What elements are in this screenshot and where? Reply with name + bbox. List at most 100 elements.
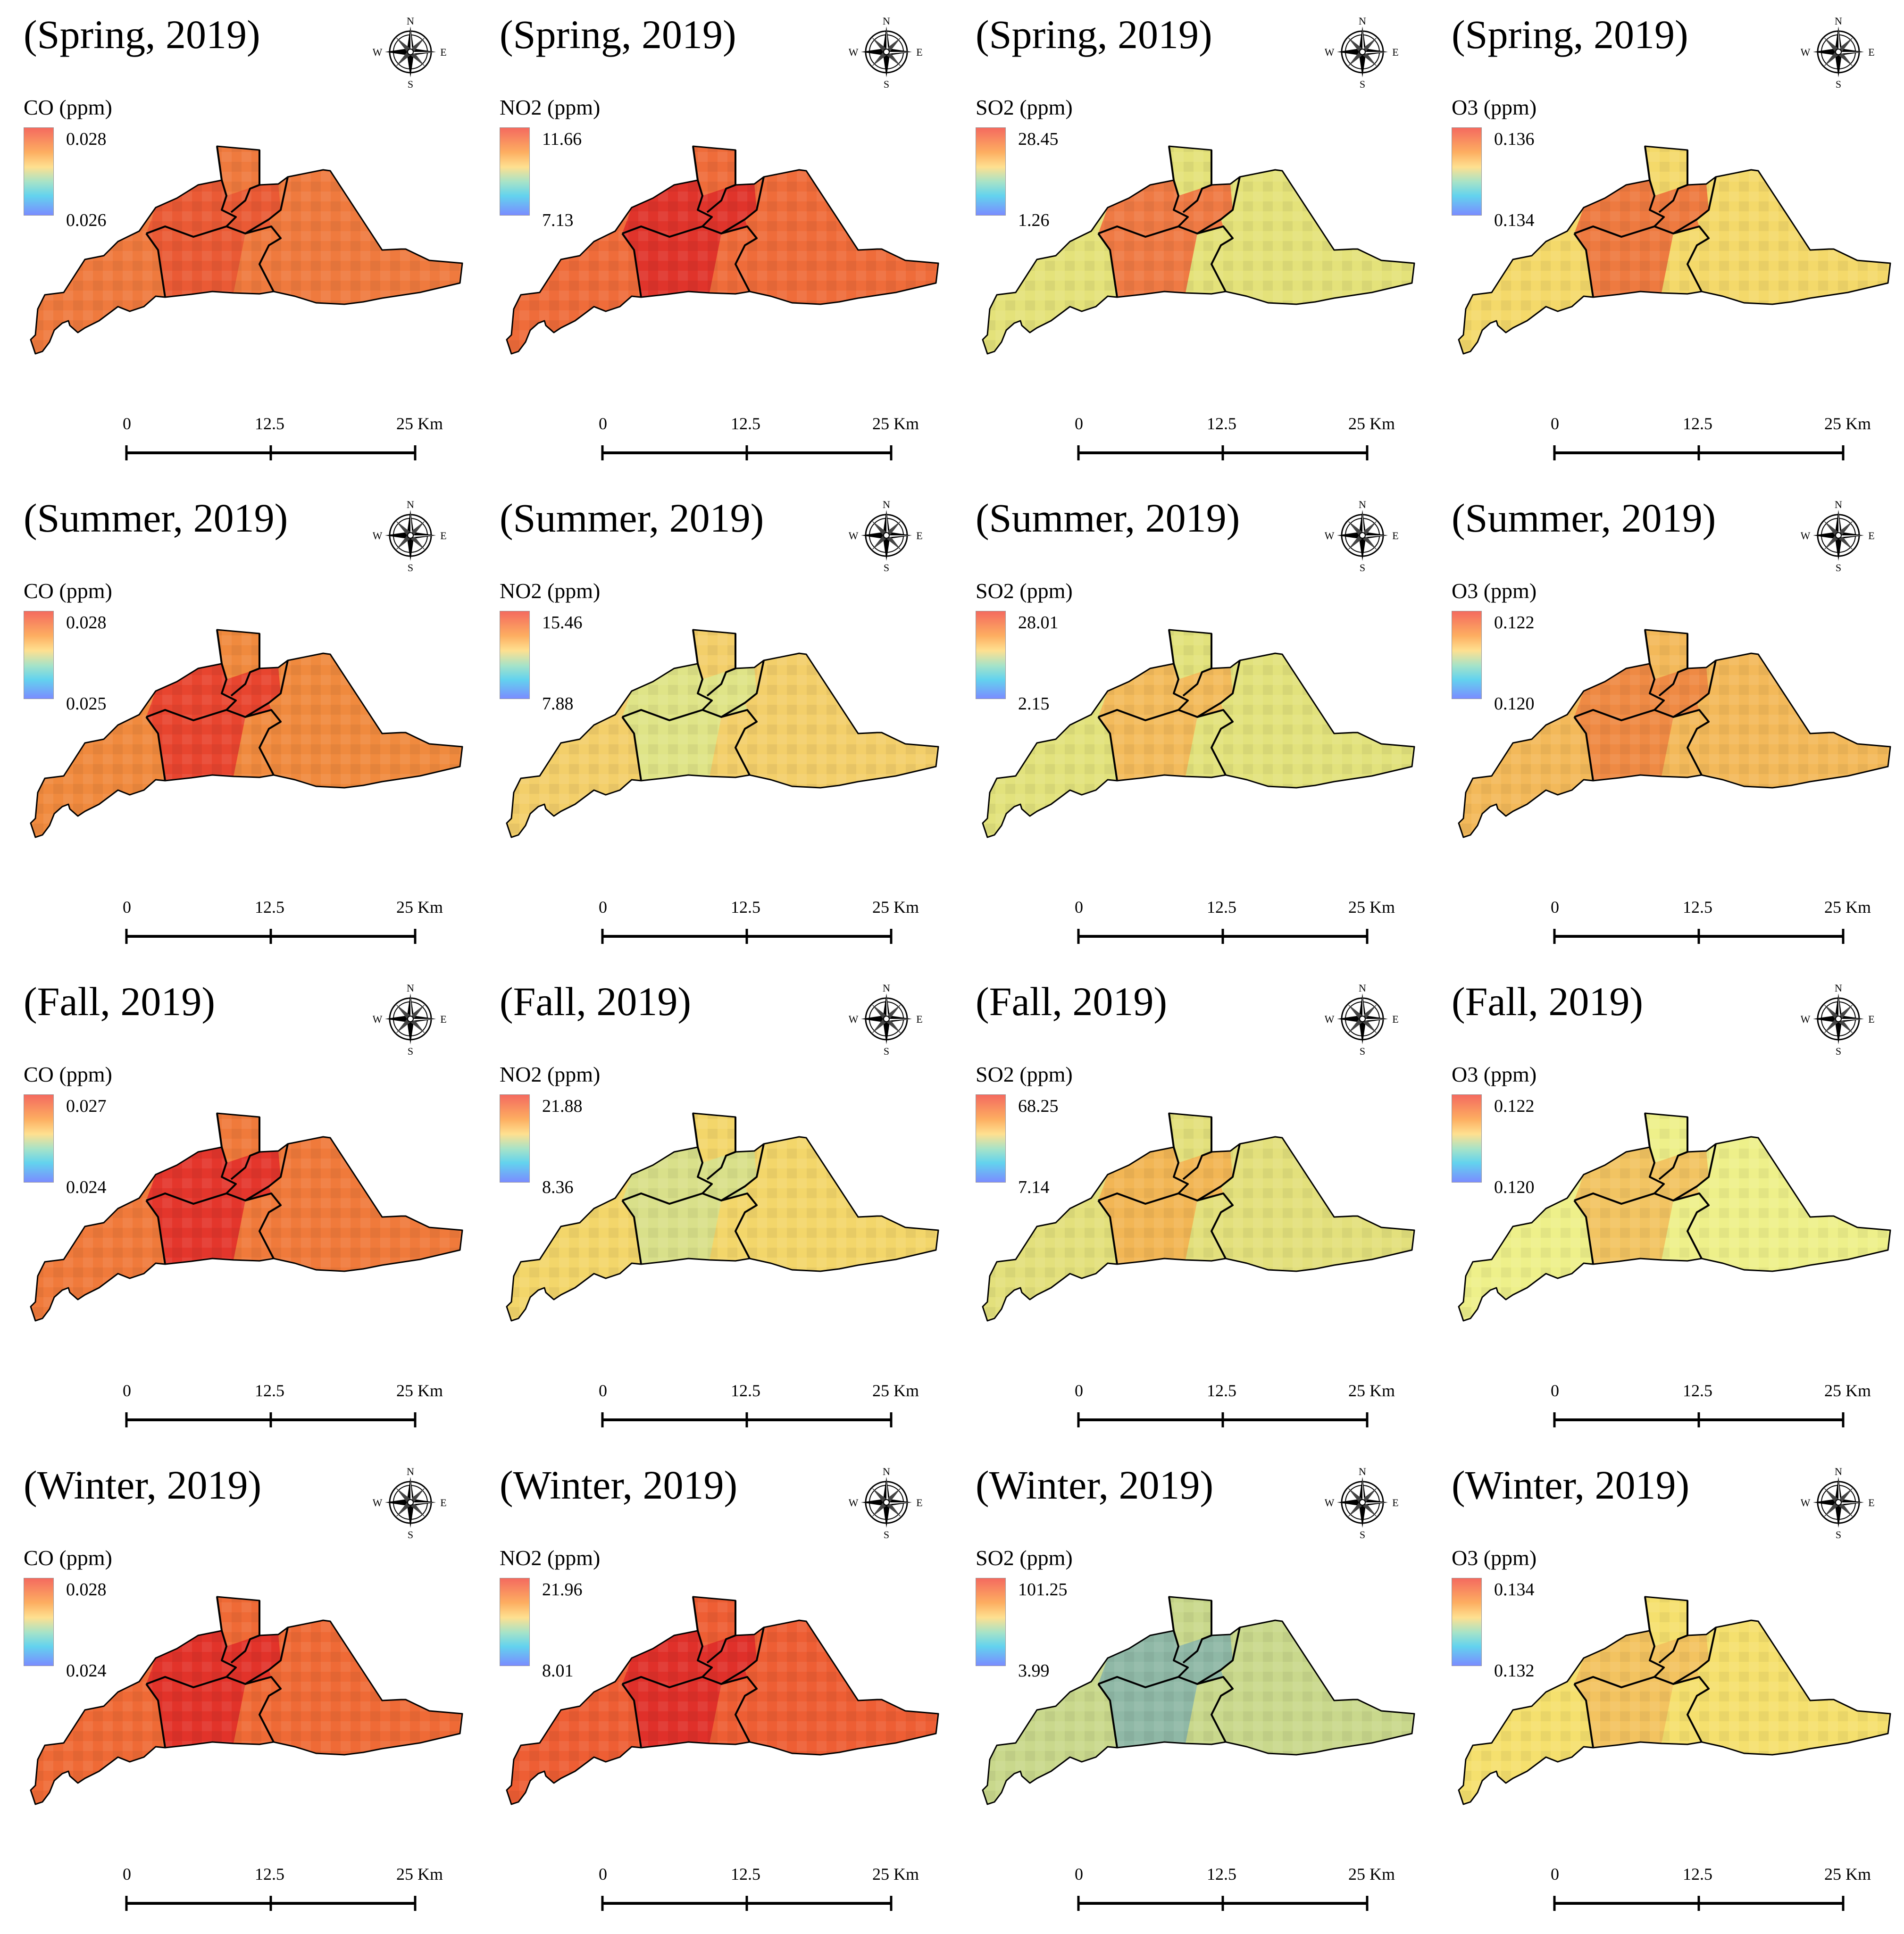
legend-color-ramp (1452, 611, 1482, 699)
district-map (982, 145, 1415, 355)
scale-label-zero: 0 (123, 1865, 131, 1884)
scale-bar: 0 12.5 25 Km (599, 1866, 929, 1917)
district-map (30, 1112, 463, 1322)
legend-title: CO (ppm) (24, 1062, 112, 1086)
legend-min-value: 0.024 (66, 1177, 107, 1197)
scale-bar-line (601, 1896, 893, 1911)
legend-color-ramp (500, 127, 530, 216)
scale-label-zero: 0 (1551, 898, 1559, 917)
concentration-grid (507, 1597, 938, 1804)
compass-rose-icon: N S E W (1801, 982, 1875, 1057)
scale-label-mid: 12.5 (1207, 1865, 1236, 1884)
legend-title: SO2 (ppm) (976, 1062, 1073, 1086)
compass-s-label: S (1360, 1529, 1365, 1540)
season-title: (Fall, 2019) (1452, 979, 1644, 1024)
compass-rose-icon: N S E W (1325, 1466, 1399, 1540)
compass-e-label: E (1392, 530, 1398, 542)
scale-bar: 0 12.5 25 Km (1551, 899, 1881, 950)
season-title: (Winter, 2019) (500, 1462, 738, 1508)
compass-w-label: W (1801, 530, 1811, 542)
scale-label-end: 25 Km (396, 898, 443, 917)
season-title: (Spring, 2019) (1452, 12, 1688, 57)
scale-label-mid: 12.5 (1207, 414, 1236, 433)
compass-n-label: N (883, 15, 890, 27)
compass-w-label: W (1325, 46, 1335, 58)
scale-label-zero: 0 (1075, 898, 1083, 917)
compass-w-label: W (849, 46, 859, 58)
map-panel-13: (Winter, 2019) N S E W CO (ppm) 0.028 0.… (0, 1450, 476, 1934)
legend-max-value: 0.134 (1494, 1580, 1535, 1600)
legend-color-ramp (1452, 127, 1482, 216)
scale-bar: 0 12.5 25 Km (1075, 899, 1405, 950)
compass-n-label: N (1359, 499, 1366, 510)
map-panel-5: (Summer, 2019) N S E W CO (ppm) 0.028 0.… (0, 484, 476, 967)
concentration-grid (31, 146, 462, 354)
season-title: (Spring, 2019) (500, 12, 736, 57)
scale-bar: 0 12.5 25 Km (599, 415, 929, 467)
legend-min-value: 7.13 (542, 210, 574, 230)
compass-s-label: S (884, 1529, 889, 1540)
compass-e-label: E (916, 1497, 922, 1509)
compass-n-label: N (1359, 982, 1366, 994)
legend-min-value: 0.120 (1494, 1177, 1535, 1197)
district-map (1458, 145, 1891, 355)
scale-bar: 0 12.5 25 Km (1075, 415, 1405, 467)
district-map (982, 629, 1415, 838)
scale-label-zero: 0 (123, 414, 131, 433)
concentration-grid (1459, 1597, 1890, 1804)
compass-e-label: E (1868, 530, 1874, 542)
compass-s-label: S (884, 562, 889, 573)
legend-min-value: 2.15 (1018, 694, 1050, 714)
legend-min-value: 0.120 (1494, 694, 1535, 714)
study-area-outline (30, 1596, 463, 1805)
scale-bar-line (601, 1412, 893, 1427)
legend-max-value: 0.027 (66, 1096, 107, 1116)
study-area-outline (506, 1112, 939, 1322)
legend-title: O3 (ppm) (1452, 1062, 1537, 1086)
compass-e-label: E (1868, 1497, 1874, 1509)
concentration-grid (31, 630, 462, 837)
district-map (1458, 1112, 1891, 1322)
legend-min-value: 3.99 (1018, 1661, 1050, 1681)
district-map (506, 1596, 939, 1805)
compass-n-label: N (1359, 1466, 1366, 1477)
compass-s-label: S (408, 78, 413, 90)
compass-e-label: E (916, 46, 922, 58)
scale-bar-line (1077, 929, 1369, 944)
legend-title: CO (ppm) (24, 1546, 112, 1570)
scale-bar-line (125, 1896, 417, 1911)
scale-label-end: 25 Km (872, 414, 919, 433)
scale-label-mid: 12.5 (1683, 1865, 1712, 1884)
scale-bar: 0 12.5 25 Km (1551, 415, 1881, 467)
study-area-outline (982, 1596, 1415, 1805)
scale-label-end: 25 Km (1348, 1865, 1395, 1884)
compass-s-label: S (884, 1045, 889, 1057)
map-panel-12: (Fall, 2019) N S E W O3 (ppm) 0.122 0.12… (1428, 967, 1904, 1450)
compass-s-label: S (408, 1045, 413, 1057)
legend-min-value: 7.88 (542, 694, 574, 714)
study-area-outline (506, 629, 939, 838)
scale-bar: 0 12.5 25 Km (599, 899, 929, 950)
legend-max-value: 15.46 (542, 613, 583, 633)
legend-min-value: 0.132 (1494, 1661, 1535, 1681)
scale-label-mid: 12.5 (1683, 414, 1712, 433)
study-area-outline (506, 1596, 939, 1805)
scale-bar-line (1553, 1896, 1845, 1911)
compass-e-label: E (1392, 1013, 1398, 1025)
scale-label-end: 25 Km (396, 414, 443, 433)
compass-n-label: N (883, 1466, 890, 1477)
season-title: (Spring, 2019) (24, 12, 260, 57)
scale-bar: 0 12.5 25 Km (1075, 1382, 1405, 1434)
scale-bar-line (1553, 1412, 1845, 1427)
district-map (506, 1112, 939, 1322)
scale-label-mid: 12.5 (1207, 1381, 1236, 1400)
compass-n-label: N (407, 499, 414, 510)
compass-w-label: W (1325, 530, 1335, 542)
scale-label-zero: 0 (1075, 1381, 1083, 1400)
legend-min-value: 0.026 (66, 210, 107, 230)
compass-s-label: S (408, 1529, 413, 1540)
compass-rose-icon: N S E W (1801, 15, 1875, 90)
district-map (982, 1112, 1415, 1322)
map-panel-8: (Summer, 2019) N S E W O3 (ppm) 0.122 0.… (1428, 484, 1904, 967)
compass-rose-icon: N S E W (1325, 982, 1399, 1057)
